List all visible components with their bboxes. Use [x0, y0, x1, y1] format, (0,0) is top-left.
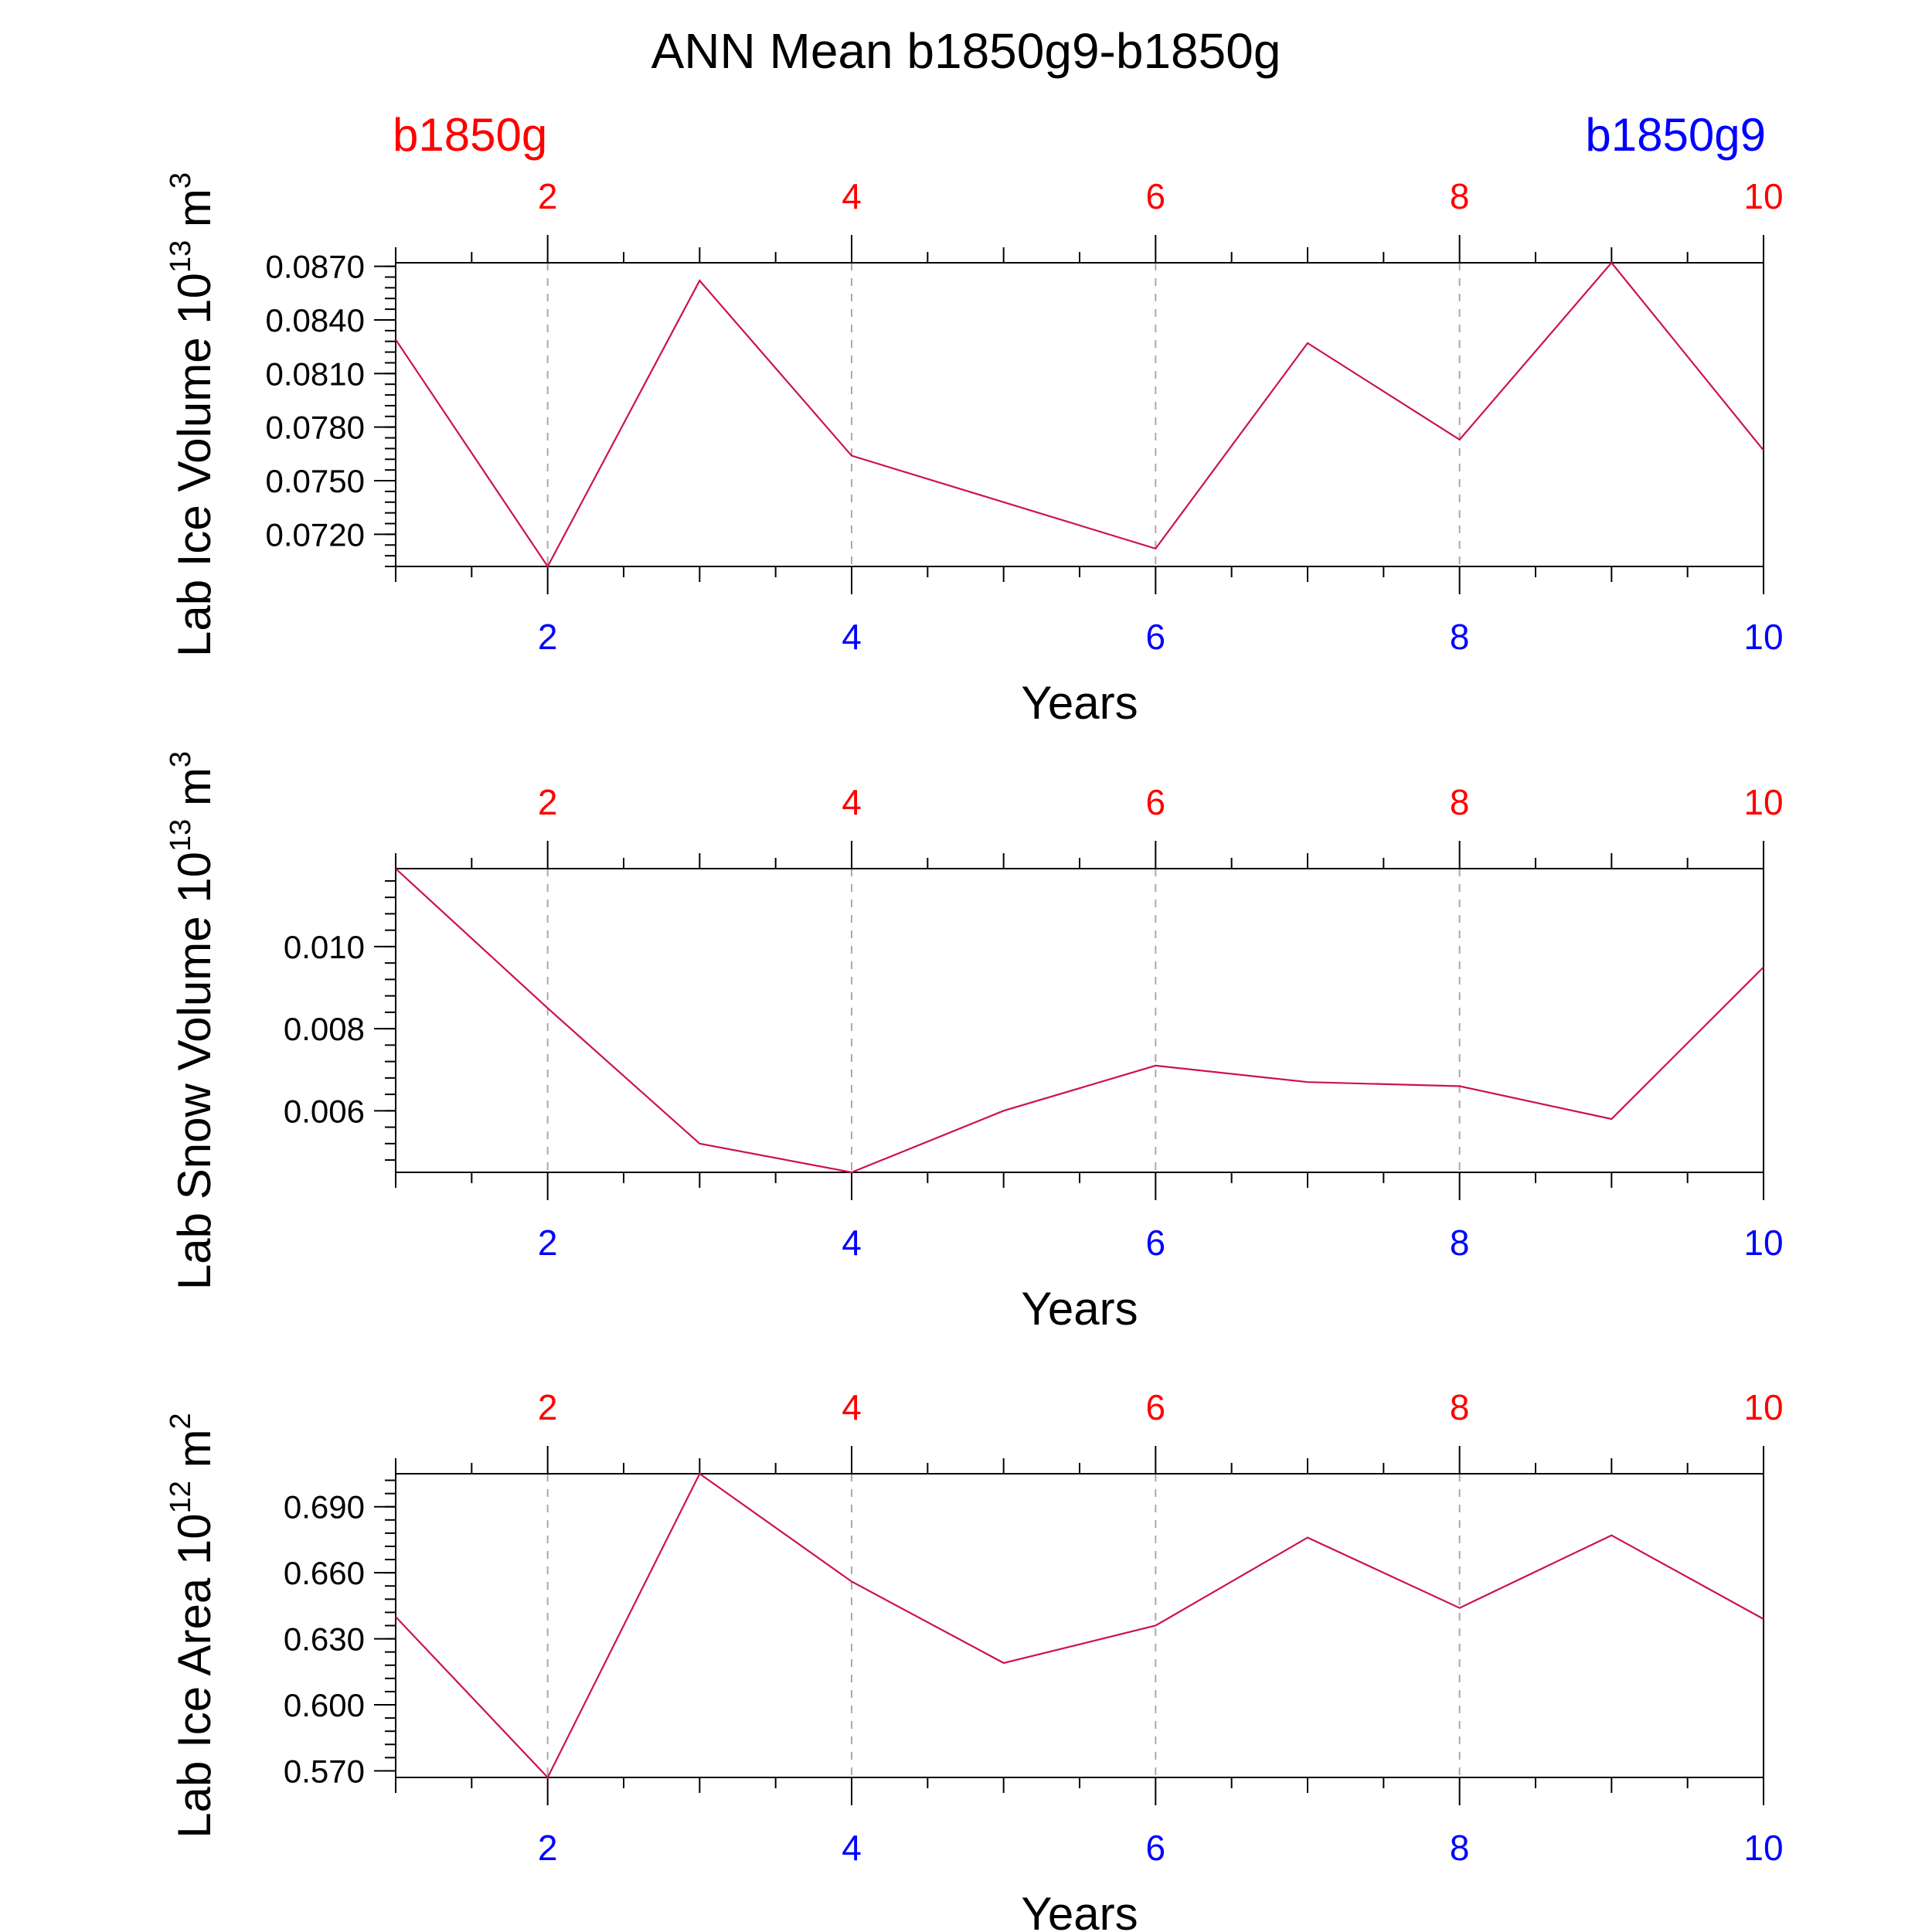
y-tick-label: 0.690 [284, 1489, 365, 1526]
x-tick-label-top: 6 [1146, 1387, 1166, 1427]
x-tick-label-top: 8 [1450, 782, 1470, 822]
x-tick-label-bottom: 10 [1743, 1828, 1783, 1868]
plot-frame [395, 1473, 1764, 1778]
x-tick-label-bottom: 8 [1450, 1223, 1470, 1263]
y-tick-label: 0.630 [284, 1621, 365, 1658]
y-tick-label: 0.010 [284, 929, 365, 965]
series-line [395, 261, 1764, 569]
y-tick-label: 0.600 [284, 1687, 365, 1723]
x-tick-label-top: 4 [842, 1387, 862, 1427]
y-tick-label: 0.0750 [266, 463, 365, 499]
x-tick-label-top: 2 [538, 782, 558, 822]
x-axis-title: Years [1021, 677, 1138, 729]
y-axis-title: Lab Snow Volume 1013 m3 [165, 751, 220, 1290]
x-tick-label-top: 2 [538, 1387, 558, 1427]
y-tick-label: 0.0780 [266, 410, 365, 446]
x-axis-title: Years [1021, 1888, 1138, 1932]
y-tick-label: 0.570 [284, 1753, 365, 1789]
y-tick-label: 0.008 [284, 1011, 365, 1047]
x-tick-label-top: 10 [1743, 1387, 1783, 1427]
x-tick-label-bottom: 10 [1743, 617, 1783, 657]
x-tick-label-bottom: 4 [842, 1828, 862, 1868]
legend-left-label: b1850g [393, 109, 547, 161]
x-tick-label-top: 10 [1743, 782, 1783, 822]
y-tick-label: 0.0870 [266, 249, 365, 285]
x-tick-label-top: 6 [1146, 176, 1166, 216]
x-tick-label-bottom: 6 [1146, 1828, 1166, 1868]
x-tick-label-bottom: 10 [1743, 1223, 1783, 1263]
y-axis-title: Lab Ice Volume 1013 m3 [165, 172, 220, 657]
x-tick-label-bottom: 8 [1450, 1828, 1470, 1868]
y-tick-label: 0.0840 [266, 302, 365, 338]
x-tick-label-bottom: 4 [842, 617, 862, 657]
legend-right-label: b1850g9 [1585, 109, 1766, 161]
x-tick-label-bottom: 6 [1146, 617, 1166, 657]
y-tick-label: 0.006 [284, 1093, 365, 1129]
x-tick-label-bottom: 2 [538, 1223, 558, 1263]
y-axis-title: Lab Ice Area 1012 m2 [165, 1413, 220, 1838]
x-tick-label-bottom: 2 [538, 1828, 558, 1868]
x-axis-title: Years [1021, 1283, 1138, 1335]
x-tick-label-bottom: 8 [1450, 617, 1470, 657]
series-line [395, 1472, 1764, 1779]
panel-snow-volume: 0.006 0.008 0.010 2 2 4 4 6 6 8 8 10 10 Years Lab Snow… [165, 751, 1784, 1335]
panel-ice-area: 0.570 0.600 0.630 0.660 0.690 2 2 4 4 6 6 8 8 10 10 Yea… [165, 1387, 1784, 1932]
plot-frame [395, 868, 1764, 1173]
x-tick-label-bottom: 2 [538, 617, 558, 657]
x-tick-label-bottom: 4 [842, 1223, 862, 1263]
x-tick-label-top: 8 [1450, 1387, 1470, 1427]
y-tick-label: 0.0810 [266, 355, 365, 392]
panel-ice-volume: 0.0720 0.0750 0.0780 0.0810 0.0840 0.0870 2 2 4 4… [165, 172, 1784, 729]
x-tick-label-top: 10 [1743, 176, 1783, 216]
x-tick-label-top: 6 [1146, 782, 1166, 822]
chart-title: ANN Mean b1850g9-b1850g [651, 23, 1281, 79]
plot-frame [395, 262, 1764, 567]
x-tick-label-top: 4 [842, 782, 862, 822]
x-tick-label-top: 8 [1450, 176, 1470, 216]
y-tick-label: 0.660 [284, 1555, 365, 1591]
x-tick-label-top: 4 [842, 176, 862, 216]
x-tick-label-bottom: 6 [1146, 1223, 1166, 1263]
y-tick-label: 0.0720 [266, 516, 365, 553]
series-line [395, 868, 1764, 1174]
x-tick-label-top: 2 [538, 176, 558, 216]
